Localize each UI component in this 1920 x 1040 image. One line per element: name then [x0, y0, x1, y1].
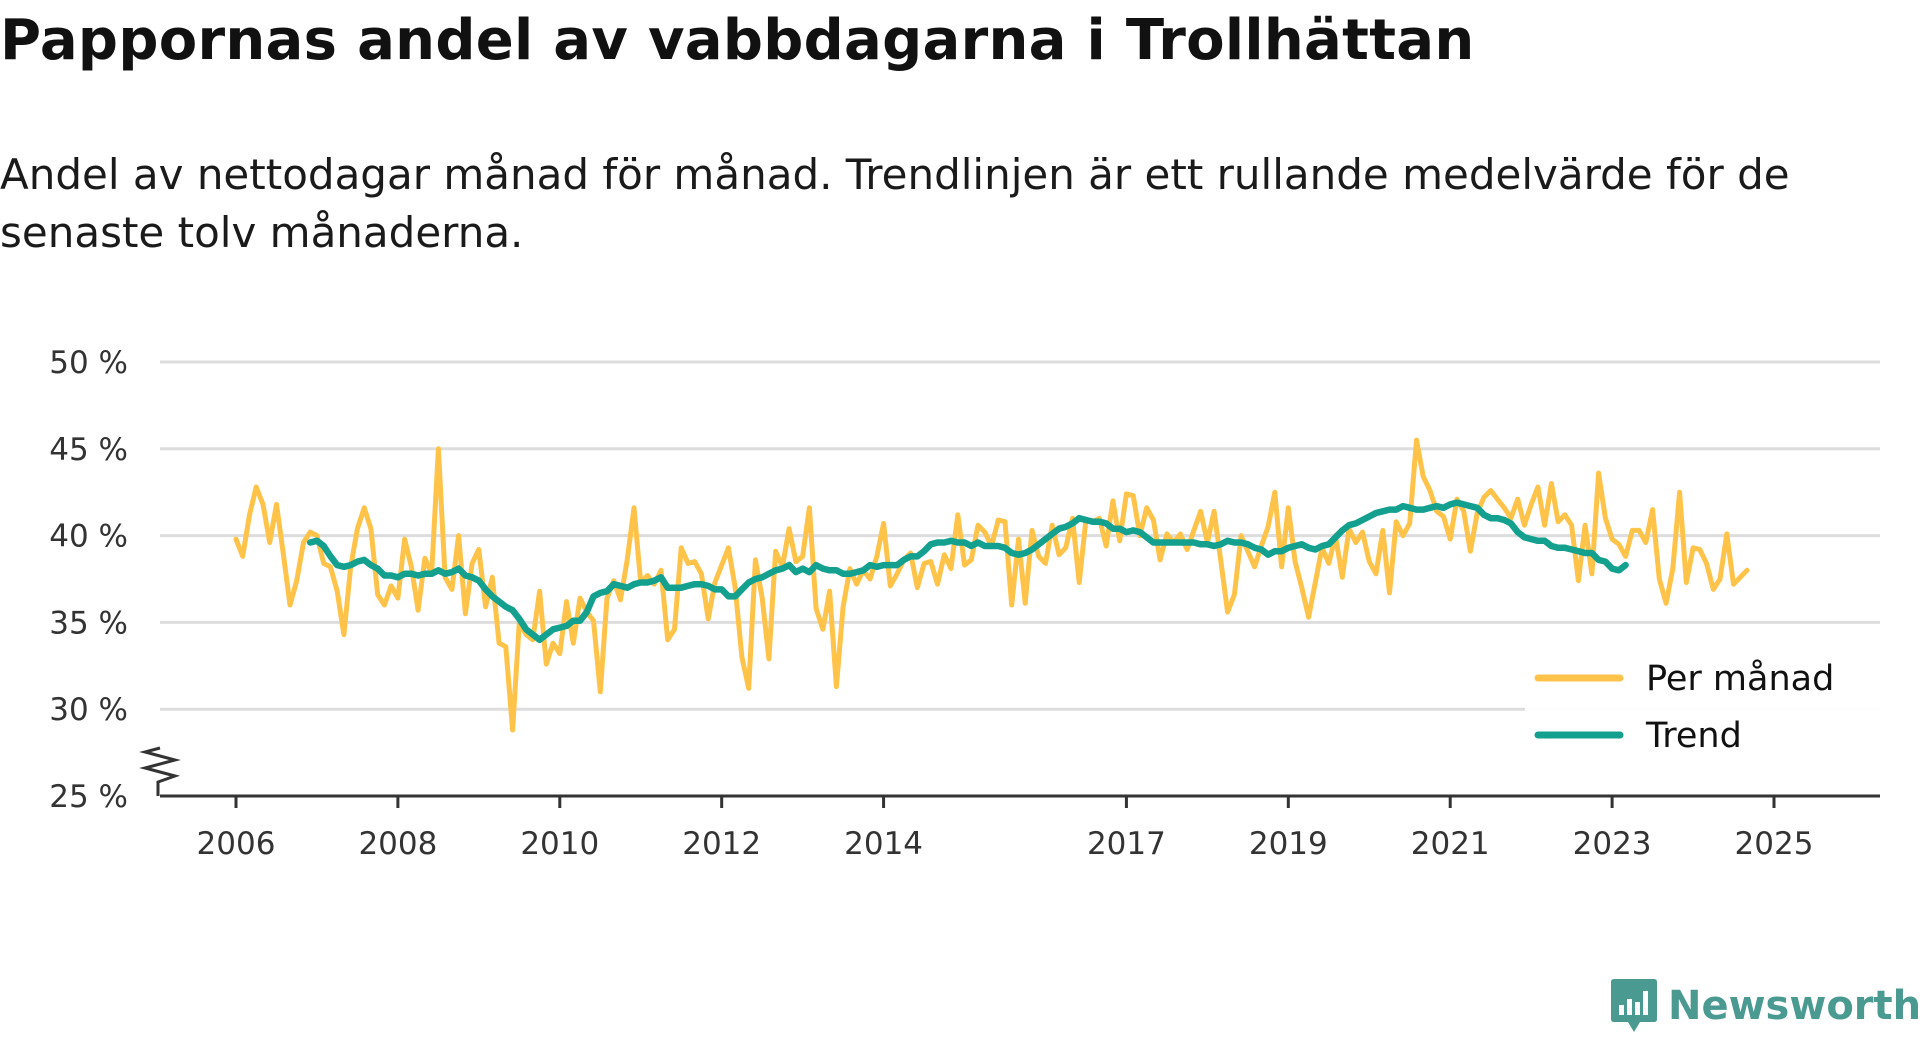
- x-tick-label: 2006: [197, 826, 276, 862]
- brand-name: Newsworthy: [1668, 983, 1920, 1029]
- series-lines: [233, 437, 1750, 733]
- y-tick-label: 50 %: [49, 345, 128, 381]
- x-tick-label: 2019: [1249, 826, 1328, 862]
- newsworthy-logo-icon: [1611, 979, 1657, 1032]
- x-tick-label: 2021: [1411, 826, 1490, 862]
- newsworthy-logo: Newsworthy: [1610, 977, 1920, 1035]
- x-tick-label: 2023: [1573, 826, 1652, 862]
- legend-label-per-manad: Per månad: [1646, 658, 1834, 699]
- y-tick-label: 30 %: [49, 692, 128, 728]
- line-chart: 25 % 30 % 35 % 40 % 45 % 50 % 2006 2008 2010 201…: [49, 345, 1880, 862]
- legend-label-trend: Trend: [1645, 716, 1742, 756]
- axis-break-zigzag: [139, 746, 181, 796]
- y-tick-label: 35 %: [49, 605, 128, 641]
- x-tick-label: 2017: [1087, 826, 1166, 862]
- x-tick-label: 2014: [844, 826, 923, 862]
- series-line-per-manad: [233, 437, 1750, 733]
- y-axis: 25 % 30 % 35 % 40 % 45 % 50 %: [49, 345, 128, 815]
- x-tick-label: 2012: [682, 826, 761, 862]
- y-tick-label: 25 %: [49, 779, 128, 815]
- x-tick-label: 2008: [358, 826, 437, 862]
- legend-background: [1525, 648, 1880, 764]
- legend: Per månad Trend: [1525, 648, 1880, 764]
- axis-break-icon: [139, 746, 181, 796]
- x-tick-label: 2025: [1735, 826, 1814, 862]
- x-axis: 2006 2008 2010 2012 2014 2017 2019 2021 2023 2025: [160, 794, 1880, 862]
- y-tick-label: 45 %: [49, 432, 128, 468]
- x-tick-label: 2010: [520, 826, 599, 862]
- chart-subtitle: Andel av nettodagar månad för månad. Tre…: [0, 150, 1790, 257]
- series-line-trend: [306, 499, 1629, 644]
- y-tick-label: 40 %: [49, 519, 128, 555]
- chart-title: Pappornas andel av vabbdagarna i Trollhä…: [0, 8, 1475, 73]
